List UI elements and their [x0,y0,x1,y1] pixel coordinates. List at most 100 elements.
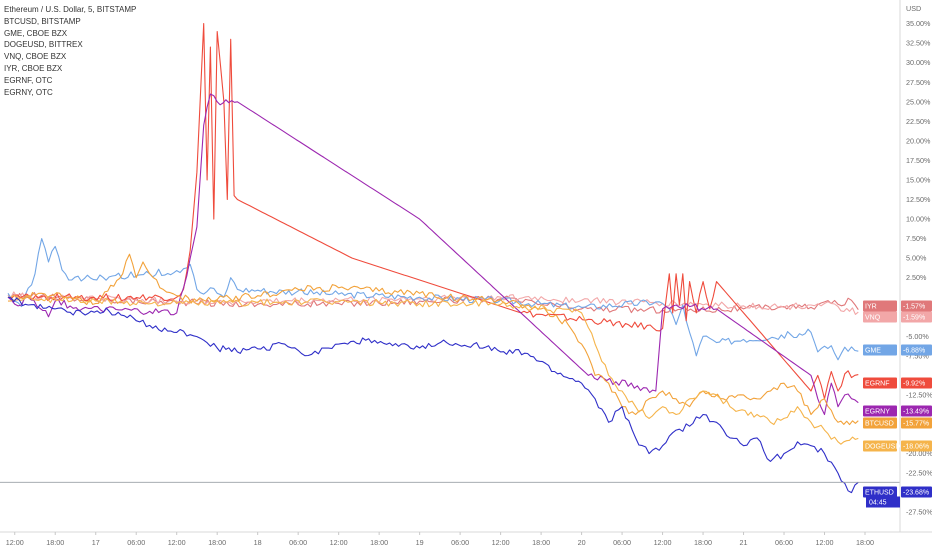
x-tick-label: 12:00 [654,538,672,547]
series-line-egrny [7,93,859,416]
x-tick-label: 18:00 [694,538,712,547]
series-value-tag: -13.49% [903,409,929,416]
y-tick-label: 27.50% [906,78,931,87]
series-value-tag: -9.92% [903,381,925,388]
series-name-tag: EGRNF [865,381,890,388]
x-tick-label: 18:00 [208,538,226,547]
x-tick-label: 06:00 [613,538,631,547]
x-tick-label: 06:00 [127,538,145,547]
value-tag-bg [901,440,932,452]
series-value-tag: -15.77% [903,421,929,428]
x-tick-label: 12:00 [492,538,510,547]
y-tick-label: 12.50% [906,195,931,204]
x-axis: 12:00 18:00 17 06:00 12:00 18:00 18 06:00 12:00 1… [6,532,874,547]
y-tick-label: -27.50% [906,508,932,517]
name-tag-bg [863,486,897,498]
y-tick-label: -12.50% [906,390,932,399]
x-tick-label: 06:00 [775,538,793,547]
value-tag-bg [901,344,932,356]
value-tag-bg [901,377,932,389]
price-tag-gme[interactable]: GME -6.88% [863,344,932,356]
x-tick-label: 12:00 [816,538,834,547]
y-tick-label: 20.00% [906,136,931,145]
x-tick-label: 12:00 [6,538,24,547]
series-name-tag: GME [865,348,881,355]
y-axis: 35.00% 32.50% 30.00% 27.50% 25.00% 22.50% 20.0… [906,19,932,517]
series-line-ethusd [7,296,859,494]
x-tick-label: 21 [740,538,748,547]
x-tick-label: 06:00 [451,538,469,547]
price-tags: IYR -1.57%VNQ -1.59%GME -6.88%EGRNF -9.92%EG… [863,300,932,508]
y-tick-label: 32.50% [906,39,931,48]
series-value-tag: -6.88% [903,348,925,355]
legend: Ethereum / U.S. Dollar, 5, BITSTAMP BTCU… [4,4,136,98]
price-tag-egrnf[interactable]: EGRNF -9.92% [863,377,932,389]
y-tick-label: 7.50% [906,234,927,243]
price-tag-vnq[interactable]: VNQ -1.59% [863,311,932,323]
y-tick-label: 2.50% [906,273,927,282]
x-tick-label: 12:00 [330,538,348,547]
axes-layer: USD [0,0,932,533]
series-layer [0,23,900,494]
y-tick-label: 25.00% [906,97,931,106]
name-tag-bg [863,440,897,452]
y-tick-label: 35.00% [906,19,931,28]
value-tag-bg [901,486,932,498]
x-tick-label: 12:00 [168,538,186,547]
y-tick-label: 15.00% [906,175,931,184]
y-tick-label: 30.00% [906,58,931,67]
series-name-tag: VNQ [865,315,881,322]
name-tag-bg [863,417,897,429]
price-tag-dogeusd[interactable]: DOGEUSD -18.06% [863,440,932,452]
name-tag-bg [863,377,897,389]
x-tick-label: 18:00 [46,538,64,547]
x-tick-label: 18 [254,538,262,547]
y-tick-label: 22.50% [906,117,931,126]
legend-item-vnq[interactable]: VNQ, CBOE BZX [4,52,67,62]
series-line-egrnf [7,23,859,400]
name-tag-bg [863,300,897,312]
y-tick-label: 17.50% [906,156,931,165]
price-tag-iyr[interactable]: IYR -1.57% [863,300,932,312]
legend-item-dogeusd[interactable]: DOGEUSD, BITTREX [4,40,83,50]
legend-item-egrnf[interactable]: EGRNF, OTC [4,75,53,85]
price-tag-egrny[interactable]: EGRNY -13.49% [863,405,932,417]
x-tick-label: 18:00 [856,538,874,547]
x-tick-label: 20 [578,538,586,547]
y-tick-label: -5.00% [906,332,929,341]
y-tick-label: -20.00% [906,449,932,458]
legend-item-btcusd[interactable]: BTCUSD, BITSTAMP [4,16,81,26]
legend-item-gme[interactable]: GME, CBOE BZX [4,28,68,38]
series-name-tag: EGRNY [865,409,890,416]
series-name-tag: BTCUSD [865,421,894,428]
series-line-btcusd [7,253,859,426]
name-tag-bg [863,311,897,323]
y-tick-label: -22.50% [906,469,932,478]
x-tick-label: 17 [92,538,100,547]
price-tag-ethusd[interactable]: ETHUSD -23.68% [863,486,932,498]
price-tag-btcusd[interactable]: BTCUSD -15.77% [863,417,932,429]
x-tick-label: 18:00 [370,538,388,547]
legend-item-ethusd[interactable]: Ethereum / U.S. Dollar, 5, BITSTAMP [4,5,137,14]
x-tick-label: 06:00 [289,538,307,547]
x-tick-label: 18:00 [532,538,550,547]
value-tag-bg [901,417,932,429]
currency-label: USD [906,4,921,13]
time-tag: 04:45 [869,500,887,507]
legend-item-iyr[interactable]: IYR, CBOE BZX [4,63,63,73]
y-tick-label: -7.50% [906,351,929,360]
series-value-tag: -23.68% [903,490,929,497]
x-tick-label: 19 [416,538,424,547]
series-line-vnq [7,291,859,315]
name-tag-bg [863,344,897,356]
series-value-tag: -1.57% [903,304,925,311]
legend-item-egrny[interactable]: EGRNY, OTC [4,87,53,97]
series-name-tag: DOGEUSD [865,444,900,451]
series-line-dogeusd [7,294,859,445]
y-tick-label: 5.00% [906,254,927,263]
series-name-tag: IYR [865,304,877,311]
value-tag-bg [901,405,932,417]
y-tick-label: 10.00% [906,215,931,224]
